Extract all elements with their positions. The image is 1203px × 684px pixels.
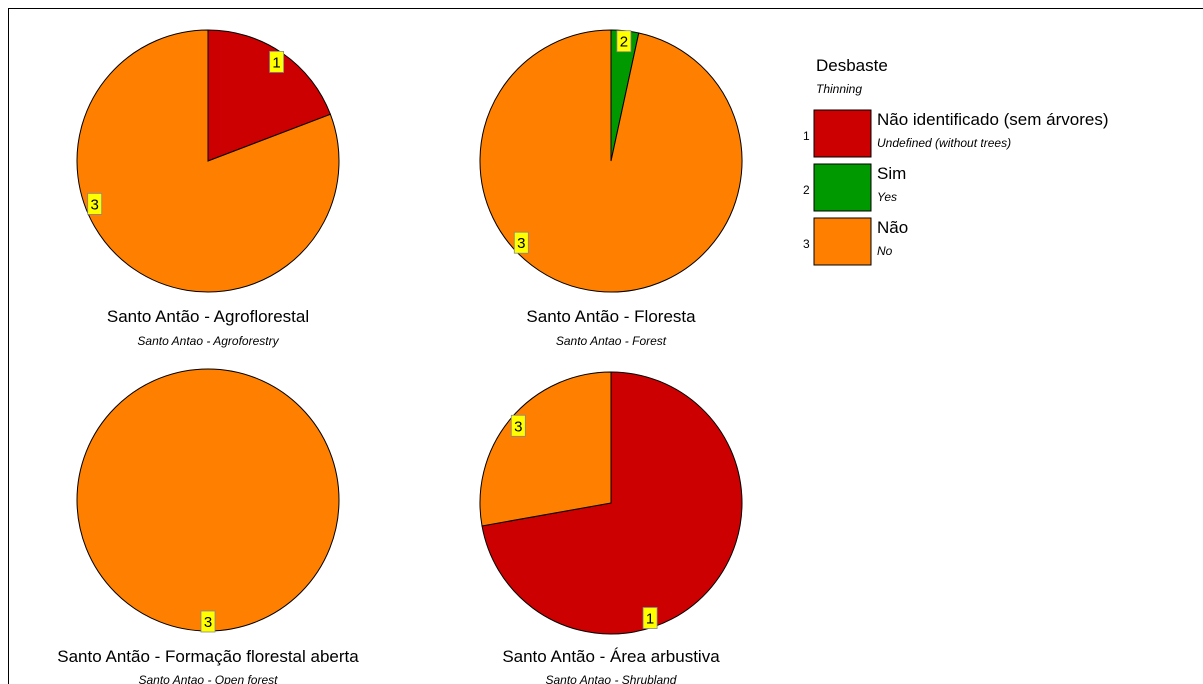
legend: Desbaste Thinning 1 Não identificado (sem… xyxy=(803,56,1108,266)
pie-slice-label: 3 xyxy=(200,610,216,633)
label-text: 1 xyxy=(272,54,280,71)
pie-title: Santo Antão - Agroflorestal xyxy=(107,307,309,326)
pie-title: Santo Antão - Área arbustiva xyxy=(502,647,720,666)
pie-slice-label: 2 xyxy=(616,30,632,53)
label-box xyxy=(87,192,103,215)
pie-subtitle: Santo Antao - Shrubland xyxy=(546,673,677,684)
pie-slice-label: 3 xyxy=(87,192,103,215)
label-text: 3 xyxy=(517,235,525,252)
pie-slice-label: 3 xyxy=(510,414,526,437)
label-box xyxy=(510,414,526,437)
legend-item-1: 1 Não identificado (sem árvores) Undefined… xyxy=(803,109,1108,158)
label-text: 2 xyxy=(620,34,628,51)
pie-slice-label: 3 xyxy=(513,231,529,254)
pie-title: Santo Antão - Floresta xyxy=(526,307,696,326)
legend-code: 1 xyxy=(803,129,810,143)
pie-2: 2 3 Santo Antão - Floresta Santo Antao - Fo… xyxy=(479,29,743,348)
label-box xyxy=(200,610,216,633)
pie-4: 1 3 Santo Antão - Área arbustiva Santo Anta… xyxy=(479,371,743,684)
pie-slice-3 xyxy=(479,371,612,527)
label-text: 3 xyxy=(91,196,99,213)
pie-title: Santo Antão - Formação florestal aberta xyxy=(57,647,359,666)
legend-title: Desbaste xyxy=(816,56,888,75)
label-box xyxy=(616,30,632,53)
legend-item-2: 2 Sim Yes xyxy=(803,163,906,212)
legend-sublabel: Yes xyxy=(877,190,897,204)
legend-subtitle: Thinning xyxy=(816,82,862,96)
label-box xyxy=(513,231,529,254)
label-box xyxy=(642,607,658,629)
legend-sublabel: Undefined (without trees) xyxy=(877,136,1011,150)
pie-slice-label: 1 xyxy=(642,607,658,629)
legend-swatch-1 xyxy=(813,109,872,158)
legend-label: Não identificado (sem árvores) xyxy=(877,110,1108,129)
pie-subtitle: Santo Antao - Forest xyxy=(556,334,667,348)
pie-slice-3 xyxy=(76,368,340,632)
pie-slice-3 xyxy=(76,29,340,293)
legend-label: Não xyxy=(877,218,908,237)
legend-swatch-3 xyxy=(813,217,872,266)
pie-subtitle: Santo Antao - Agroforestry xyxy=(137,334,279,348)
label-text: 3 xyxy=(204,614,212,631)
legend-swatch-2 xyxy=(813,163,872,212)
pie-subtitle: Santo Antao - Open forest xyxy=(139,673,279,684)
pie-1: 1 3 Santo Antão - Agroflorestal Santo Antao… xyxy=(76,29,340,348)
label-text: 3 xyxy=(514,418,522,435)
legend-item-3: 3 Não No xyxy=(803,217,908,266)
pie-3: 3 Santo Antão - Formação florestal aberta… xyxy=(57,368,359,684)
label-text: 1 xyxy=(646,611,654,628)
pie-slice-1 xyxy=(481,371,743,635)
chart-frame xyxy=(8,8,1203,684)
pie-slice-label: 1 xyxy=(269,51,285,73)
label-box xyxy=(269,51,285,73)
pie-slice-3 xyxy=(479,29,743,293)
legend-sublabel: No xyxy=(877,244,893,258)
legend-code: 2 xyxy=(803,183,810,197)
legend-code: 3 xyxy=(803,237,810,251)
legend-label: Sim xyxy=(877,164,906,183)
